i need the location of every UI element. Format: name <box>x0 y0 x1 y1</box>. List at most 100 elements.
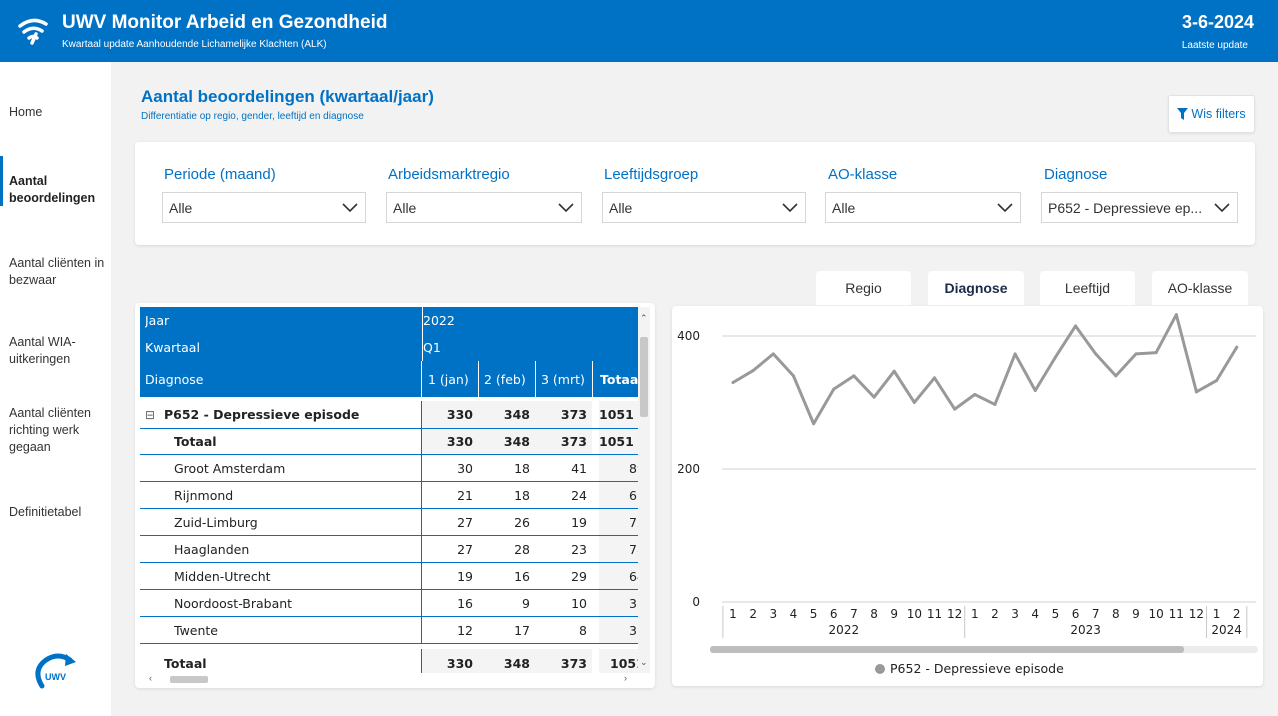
header-year-value: 2022 <box>422 307 622 334</box>
ao-klasse-dropdown[interactable]: Alle <box>825 192 1021 223</box>
x-year-label: 2024 <box>1211 623 1242 637</box>
x-tick-label: 9 <box>890 607 898 621</box>
chevron-down-icon <box>997 203 1013 213</box>
vertical-scrollbar[interactable]: ⌃ ⌄ <box>638 307 650 673</box>
sidebar-item-aantal-beoordelingen[interactable]: Aantal beoordelingen <box>0 156 105 206</box>
dropdown-value: Alle <box>169 199 193 216</box>
x-tick-label: 6 <box>830 607 838 621</box>
sidebar-item-label: Aantal beoordelingen <box>9 174 96 205</box>
chevron-down-icon <box>782 203 798 213</box>
x-tick-label: 8 <box>870 607 878 621</box>
header-row-label: Diagnose <box>145 371 204 387</box>
table-cell: 348 <box>478 429 535 454</box>
data-point <box>1134 352 1138 356</box>
table-cell: 348 <box>478 401 535 428</box>
y-tick-label: 400 <box>677 329 700 343</box>
x-tick-label: 3 <box>1011 607 1019 621</box>
x-tick-label: 1 <box>1213 607 1221 621</box>
chart-scrollbar-thumb[interactable] <box>710 646 1184 653</box>
diagnose-dropdown[interactable]: P652 - Depressieve ep... <box>1041 192 1238 223</box>
expand-collapse-icon[interactable]: ⊟ <box>145 407 156 422</box>
x-tick-label: 11 <box>927 607 942 621</box>
sidebar-item-clienten-in-bezwaar[interactable]: Aantal cliënten in bezwaar <box>9 256 105 287</box>
table-row: Haaglanden 27 28 23 78 <box>140 536 638 563</box>
data-point <box>731 381 735 385</box>
filter-panel: Periode (maand) Alle Arbeidsmarktregio A… <box>135 142 1255 245</box>
row-label: Haaglanden <box>174 541 250 557</box>
table-cell: 26 <box>514 514 530 530</box>
filter-periode: Periode (maand) Alle <box>162 166 366 223</box>
series-line <box>731 313 1239 426</box>
app-header: UWV Monitor Arbeid en Gezondheid Kwartaa… <box>0 0 1278 62</box>
scrollbar-thumb[interactable] <box>170 676 208 683</box>
data-point <box>1215 379 1219 383</box>
data-point <box>1074 324 1078 328</box>
row-label: Groot Amsterdam <box>174 460 286 476</box>
legend-label: P652 - Depressieve episode <box>890 661 1064 676</box>
x-year-label: 2023 <box>1070 623 1101 637</box>
tab-ao-klasse[interactable]: AO-klasse <box>1152 271 1248 305</box>
dropdown-value: Alle <box>393 199 417 216</box>
tab-leeftijd[interactable]: Leeftijd <box>1040 271 1135 305</box>
dropdown-value: Alle <box>832 199 856 216</box>
periode-dropdown[interactable]: Alle <box>162 192 366 223</box>
data-point <box>1033 388 1037 392</box>
data-point <box>1114 374 1118 378</box>
table-cell: 30 <box>421 455 478 481</box>
clear-filters-button[interactable]: Wis filters <box>1168 95 1255 133</box>
column-header[interactable]: Totaal <box>592 361 638 397</box>
tab-regio[interactable]: Regio <box>816 271 911 305</box>
data-point <box>912 400 916 404</box>
sidebar: Home Aantal beoordelingen Aantal cliënte… <box>0 62 111 716</box>
y-tick-label: 200 <box>677 462 700 476</box>
tab-diagnose[interactable]: Diagnose <box>928 271 1024 305</box>
header-quarter-label: Kwartaal <box>145 340 200 355</box>
leeftijdsgroep-dropdown[interactable]: Alle <box>602 192 806 223</box>
x-tick-label: 12 <box>947 607 962 621</box>
scroll-right-icon[interactable]: › <box>624 673 627 683</box>
page-subtitle: Differentiatie op regio, gender, leeftij… <box>141 111 364 122</box>
x-tick-label: 10 <box>1149 607 1164 621</box>
scroll-left-icon[interactable]: ‹ <box>149 673 152 683</box>
sidebar-item-wia-uitkeringen[interactable]: Aantal WIA-uitkeringen <box>9 335 76 366</box>
data-point <box>832 387 836 391</box>
sidebar-item-definitietabel[interactable]: Definitietabel <box>9 505 82 519</box>
column-header[interactable]: 2 (feb) <box>478 361 535 397</box>
app-title: UWV Monitor Arbeid en Gezondheid <box>62 12 388 33</box>
filter-arbeidsmarktregio: Arbeidsmarktregio Alle <box>386 166 582 223</box>
filter-ao-klasse: AO-klasse Alle <box>825 166 1021 223</box>
table-cell: 27 <box>421 536 478 562</box>
data-point <box>892 369 896 373</box>
dropdown-value: P652 - Depressieve ep... <box>1048 199 1203 216</box>
data-point <box>791 374 795 378</box>
arbeidsmarktregio-dropdown[interactable]: Alle <box>386 192 582 223</box>
matrix-header-quarter-row: Kwartaal Q1 <box>140 334 638 361</box>
chevron-down-icon <box>558 203 574 213</box>
clear-filters-label: Wis filters <box>1191 107 1246 121</box>
table-cell: 348 <box>478 649 535 673</box>
column-header[interactable]: 3 (mrt) <box>535 361 592 397</box>
filter-diagnose: Diagnose P652 - Depressieve ep... <box>1041 166 1238 223</box>
chart-legend[interactable]: P652 - Depressieve episode <box>875 661 1064 676</box>
table-cell: 1051 <box>599 429 638 454</box>
table-cell: 16 <box>421 590 478 616</box>
sidebar-item-home[interactable]: Home <box>9 105 43 119</box>
x-tick-label: 9 <box>1132 607 1140 621</box>
last-update-label: Laatste update <box>1181 40 1248 51</box>
table-cell: 373 <box>535 429 592 454</box>
horizontal-scrollbar[interactable]: ‹ › <box>140 673 638 685</box>
table-cell: 89 <box>599 455 638 481</box>
matrix-card: Jaar 2022 Kwartaal Q1 Diagnose 1 (jan) 2… <box>135 303 655 688</box>
data-point <box>1194 390 1198 394</box>
filter-label: Diagnose <box>1044 166 1108 183</box>
scrollbar-thumb[interactable] <box>640 337 648 417</box>
table-total-row: Totaal 330 348 373 1051 <box>140 649 638 673</box>
scroll-up-icon[interactable]: ⌃ <box>640 313 648 323</box>
sidebar-item-clienten-richting-werk[interactable]: Aantal cliënten richting werk gegaan <box>9 406 92 454</box>
data-point <box>751 369 755 373</box>
column-header[interactable]: 1 (jan) <box>421 361 478 397</box>
legend-marker <box>875 663 885 674</box>
table-cell: 27 <box>421 509 478 535</box>
x-tick-label: 4 <box>1031 607 1039 621</box>
scroll-down-icon[interactable]: ⌄ <box>640 657 648 667</box>
